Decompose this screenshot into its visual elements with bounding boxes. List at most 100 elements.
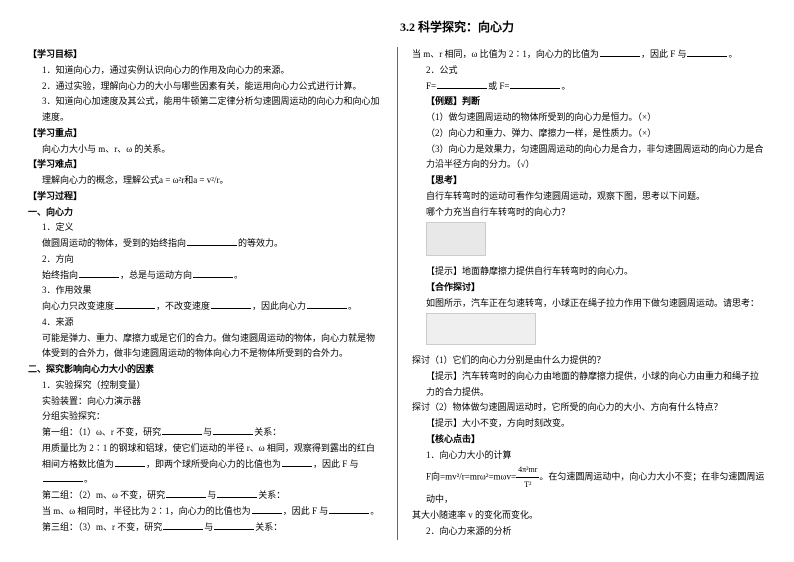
sec1-3-text: 向心力只改变速度，不改变速度，因此向心力。 [28, 299, 383, 315]
heading-goals: 【学习目标】 [28, 47, 383, 63]
sec1-1-text: 做圆周运动的物体，受到的始终指向 的等效力。 [28, 236, 383, 252]
sec2-title: 二、探究影响向心力大小的因素 [28, 362, 383, 378]
sec1-4-text: 可能是弹力、重力、摩擦力或是它们的合力。做匀速圆周运动的物体，向心力就是物体受到… [28, 331, 383, 363]
g2d: 当 m、ω 相同时，半径比为 2∶1，向心力的比值也为 [42, 506, 251, 516]
blank [115, 457, 145, 467]
r2: 2．公式 [412, 63, 766, 79]
heading-process: 【学习过程】 [28, 189, 383, 205]
tip1: 【提示】地面静摩擦力提供自行车转弯时的向心力。 [412, 264, 766, 280]
g2e: ，因此 F 与 [283, 506, 329, 516]
coop1: 如图所示，汽车正在匀速转弯，小球正在绳子拉力作用下做匀速圆周运动。请思考： [412, 296, 766, 312]
core3: 2．向心力来源的分析 [412, 524, 766, 540]
heading-difficulty: 【学习难点】 [28, 157, 383, 173]
blank [600, 47, 640, 57]
sec1-title: 一、向心力 [28, 205, 383, 221]
discuss2: 探讨（2）物体做匀速圆周运动时，它所受的向心力的大小、方向有什么特点？ [412, 400, 766, 416]
blank [115, 299, 155, 309]
blank [214, 520, 254, 530]
blank [252, 504, 282, 514]
keypoint-text: 向心力大小与 m、r、ω 的关系。 [28, 142, 383, 158]
blank [217, 488, 257, 498]
blank [162, 425, 202, 435]
tip2: 【提示】汽车转弯时的向心力由地面的静摩擦力提供，小球的向心力由重力和绳子拉力的合… [412, 369, 766, 401]
sec1-2-text: 始终指向，总是与运动方向。 [28, 268, 383, 284]
blank [437, 79, 487, 89]
g1b: 与 [203, 427, 212, 437]
core2: 其大小随速率 v 的变化而变化。 [412, 508, 766, 524]
sec1-1-b: 的等效力。 [238, 238, 283, 248]
blank [163, 520, 203, 530]
blank [510, 79, 560, 89]
sec1-2-b: ，总是与运动方向 [120, 270, 192, 280]
r1a: 当 m、r 相同，ω 比值为 2∶1，向心力的比值为 [412, 49, 599, 59]
blank [166, 488, 206, 498]
sec1-3-c: ，因此向心力 [252, 301, 306, 311]
blank [213, 425, 253, 435]
doc-title: 3.2 科学探究：向心力 [148, 18, 766, 35]
blank [193, 268, 233, 278]
group1-line1: 第一组：（1）ω、r 不变，研究 与 关系： [28, 425, 383, 441]
blank [282, 457, 312, 467]
goal-1: 1．知道向心力，通过实例认识向心力的作用及向心力的来源。 [28, 63, 383, 79]
sec1-2-a: 始终指向 [42, 270, 78, 280]
left-column: 【学习目标】 1．知道向心力，通过实例认识向心力的作用及向心力的来源。 2．通过… [28, 47, 397, 540]
r2-formula: F=或 F=。 [412, 79, 766, 95]
goal-2: 2．通过实验，理解向心力的大小与哪些因素有关，能运用向心力公式进行计算。 [28, 79, 383, 95]
tip3: 【提示】大小不变，方向时刻改变。 [412, 416, 766, 432]
group2-line1: 第二组：（2）m、ω 不变，研究与关系： [28, 488, 383, 504]
blank [307, 299, 347, 309]
r1b: ，因此 F 与 [641, 49, 687, 59]
think2: 哪个力充当自行车转弯时的向心力？ [412, 205, 766, 221]
g3c: 关系： [255, 522, 282, 532]
difficulty-text: 理解向心力的概念，理解公式a = ω²r和a = v²/r。 [28, 173, 383, 189]
sec2-1a: 实验装置：向心力演示器 [28, 394, 383, 410]
g1a: 第一组：（1）ω、r 不变，研究 [42, 427, 161, 437]
g2a: 第二组：（2）m、ω 不变，研究 [42, 490, 165, 500]
core1: 1．向心力大小的计算 [412, 448, 766, 464]
r2a: F= [426, 81, 436, 91]
group3-line1: 第三组：（3）m、r 不变，研究 与 关系： [28, 520, 383, 536]
right-column: 当 m、r 相同，ω 比值为 2∶1，向心力的比值为，因此 F 与。 2．公式 … [397, 47, 766, 540]
g1c: 关系： [254, 427, 281, 437]
blank [329, 504, 369, 514]
think-head: 【思考】 [412, 173, 766, 189]
blank [79, 268, 119, 278]
example-head: 【例题】判断 [412, 94, 766, 110]
core1-text: F向=mv²/r=mrω²=mωv=4π²mrT²。在匀速圆周运动中，向心力大小… [412, 463, 766, 508]
sec1-4: 4．来源 [28, 315, 383, 331]
sec1-1-a: 做圆周运动的物体，受到的始终指向 [42, 238, 186, 248]
ex1: （1）做匀速圆周运动的物体所受到的向心力是恒力。（×） [412, 110, 766, 126]
blank [687, 47, 727, 57]
g1f: ，因此 F 与 [313, 459, 359, 469]
g3a: 第三组：（3）m、r 不变，研究 [42, 522, 162, 532]
bicycle-image [426, 222, 486, 256]
group1-line2: 用质量比为 2∶1 的钢球和铝球，使它们运动的半径 r、ω 相同，观察得到露出的… [28, 441, 383, 488]
core-head: 【核心点击】 [412, 432, 766, 448]
blank [43, 472, 83, 482]
heading-keypoint: 【学习重点】 [28, 126, 383, 142]
sec2-1b: 分组实验探究： [28, 409, 383, 425]
core1t: F向=mv²/r=mrω²=mωv= [426, 472, 516, 482]
coop-head: 【合作探讨】 [412, 280, 766, 296]
g2b: 与 [207, 490, 216, 500]
group2-line2: 当 m、ω 相同时，半径比为 2∶1，向心力的比值也为，因此 F 与。 [28, 504, 383, 520]
g3b: 与 [204, 522, 213, 532]
sec1-3: 3．作用效果 [28, 283, 383, 299]
think1: 自行车转弯时的运动可看作匀速圆周运动，观察下图，思考以下问题。 [412, 189, 766, 205]
cont-line1: 当 m、r 相同，ω 比值为 2∶1，向心力的比值为，因此 F 与。 [412, 47, 766, 63]
blank [211, 299, 251, 309]
g1e: ，即两个球所受向心力的比值也为 [146, 459, 281, 469]
sec2-1: 1．实验探究（控制变量） [28, 378, 383, 394]
sec1-3-b: ，不改变速度 [156, 301, 210, 311]
blank [187, 236, 237, 246]
sec1-3-a: 向心力只改变速度 [42, 301, 114, 311]
r2b: 或 F= [488, 81, 509, 91]
sec1-1: 1．定义 [28, 220, 383, 236]
goal-3: 3．知道向心加速度及其公式，能用牛顿第二定律分析匀速圆周运动的向心力和向心加速度… [28, 94, 383, 126]
car-ball-image [426, 313, 536, 345]
sec1-2: 2．方向 [28, 252, 383, 268]
content-columns: 【学习目标】 1．知道向心力，通过实例认识向心力的作用及向心力的来源。 2．通过… [28, 47, 766, 540]
discuss1: 探讨（1）它们的向心力分别是由什么力提供的？ [412, 353, 766, 369]
ex2: （2）向心力和重力、弹力、摩擦力一样，是性质力。（×） [412, 126, 766, 142]
ex3: （3）向心力是效果力，匀速圆周运动的向心力是合力，非匀速圆周运动的向心力是合力沿… [412, 142, 766, 174]
